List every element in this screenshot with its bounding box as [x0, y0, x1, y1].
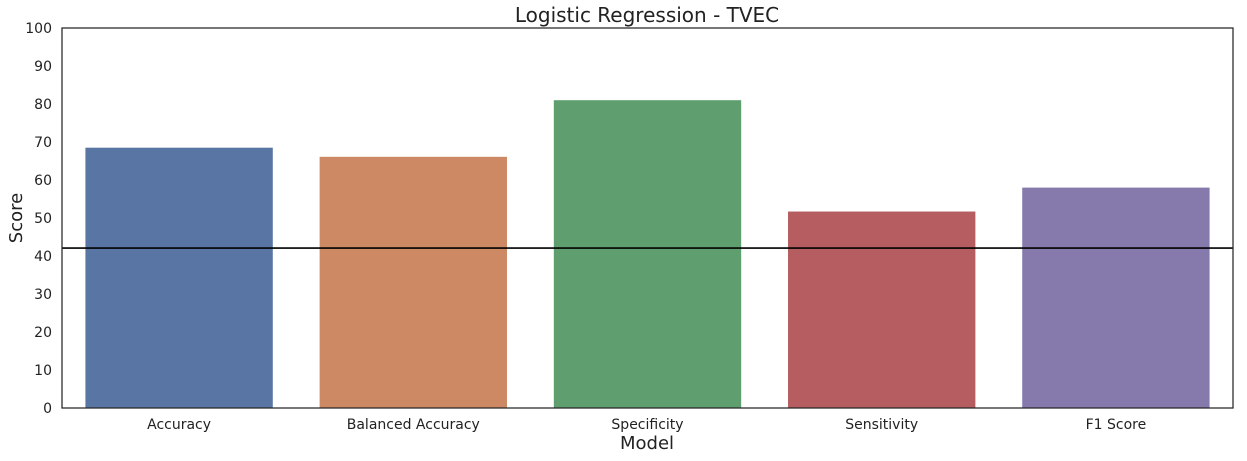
bar-specificity [553, 100, 742, 408]
x-tick-label: Balanced Accuracy [347, 417, 480, 433]
x-tick-label: Sensitivity [845, 417, 918, 433]
bars-group [85, 100, 1210, 408]
x-axis-label: Model [620, 433, 674, 454]
y-tick-label: 60 [34, 173, 52, 189]
y-tick-label: 40 [34, 249, 52, 265]
y-tick-label: 30 [34, 287, 52, 303]
bar-accuracy [85, 147, 273, 408]
bar-sensitivity [788, 211, 976, 408]
y-tick-label: 90 [34, 59, 52, 75]
y-tick-label: 20 [34, 325, 52, 341]
plot-frame [61, 27, 1234, 409]
y-tick-label: 100 [25, 21, 52, 37]
y-tick-label: 50 [34, 211, 52, 227]
y-axis-label: Score [6, 193, 27, 243]
y-tick-label: 10 [34, 363, 52, 379]
y-tick-label: 80 [34, 97, 52, 113]
bar-f1-score [1022, 187, 1210, 408]
chart-title: Logistic Regression - TVEC [515, 3, 779, 27]
y-tick-label: 70 [34, 135, 52, 151]
x-tick-label: Specificity [611, 417, 683, 433]
y-tick-label: 0 [43, 401, 52, 417]
x-axis-ticks: Accuracy Balanced Accuracy Specificity Sens… [147, 417, 1146, 433]
bar-balanced-accuracy [319, 156, 507, 408]
x-tick-label: Accuracy [147, 417, 211, 433]
x-tick-label: F1 Score [1086, 417, 1147, 433]
y-axis-ticks: 0 10 20 30 40 50 60 70 80 90 100 [25, 21, 52, 417]
